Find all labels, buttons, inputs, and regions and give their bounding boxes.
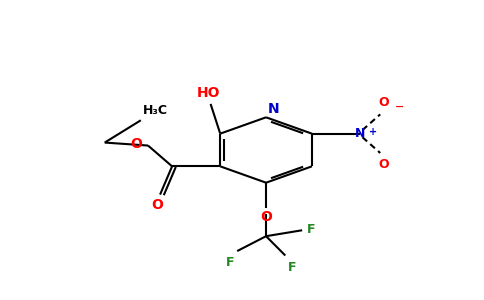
- Text: HO: HO: [197, 86, 220, 100]
- Text: F: F: [287, 261, 296, 274]
- Text: −: −: [394, 102, 404, 112]
- Text: H₃C: H₃C: [143, 104, 168, 117]
- Text: O: O: [379, 96, 390, 109]
- Text: F: F: [226, 256, 234, 269]
- Text: O: O: [379, 158, 390, 171]
- Text: O: O: [260, 210, 272, 224]
- Text: F: F: [307, 223, 316, 236]
- Text: O: O: [130, 137, 142, 151]
- Text: +: +: [369, 127, 377, 137]
- Text: N: N: [355, 127, 365, 140]
- Text: N: N: [268, 102, 279, 116]
- Text: O: O: [151, 198, 164, 212]
